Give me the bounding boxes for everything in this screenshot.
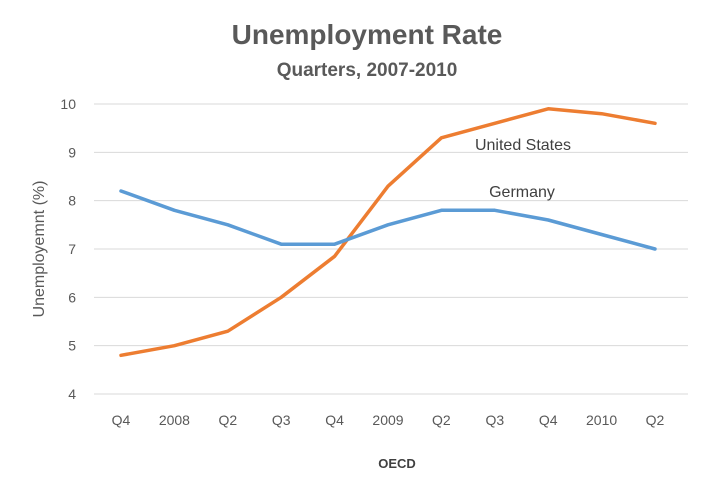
- x-tick-label: Q3: [272, 412, 291, 428]
- y-tick-label: 4: [68, 386, 76, 402]
- series-line: [119, 107, 657, 358]
- series-labels: United States Germany: [475, 137, 571, 201]
- x-tick-label: Q4: [539, 412, 558, 428]
- x-tick-label: 2010: [586, 412, 617, 428]
- x-tick-label: 2008: [159, 412, 190, 428]
- chart-title: Unemployment Rate: [232, 19, 503, 50]
- series-lines: [119, 107, 657, 358]
- y-axis-ticks: 4 5 6 7 8 9 10: [60, 96, 76, 402]
- x-tick-label: Q2: [432, 412, 451, 428]
- y-tick-label: 9: [68, 144, 76, 160]
- y-tick-label: 5: [68, 338, 76, 354]
- x-axis-ticks: Q4 2008 Q2 Q3 Q4 2009 Q2 Q3 Q4 2010 Q2: [112, 412, 665, 428]
- x-tick-label: Q2: [218, 412, 237, 428]
- gridlines: [94, 103, 688, 395]
- y-axis-label: Unemployemnt (%): [31, 181, 48, 318]
- series-label: United States: [475, 137, 571, 154]
- x-tick-label: Q4: [112, 412, 131, 428]
- chart-subtitle: Quarters, 2007-2010: [277, 60, 458, 81]
- y-tick-label: 8: [68, 193, 76, 209]
- series-label: Germany: [489, 184, 555, 201]
- y-tick-label: 7: [68, 241, 76, 257]
- x-tick-label: Q2: [646, 412, 665, 428]
- x-tick-label: Q3: [485, 412, 504, 428]
- x-tick-label: Q4: [325, 412, 344, 428]
- x-tick-label: 2009: [372, 412, 403, 428]
- x-axis-label: OECD: [378, 456, 416, 471]
- y-tick-label: 6: [68, 289, 76, 305]
- y-tick-label: 10: [60, 96, 76, 112]
- series-line: [119, 189, 657, 251]
